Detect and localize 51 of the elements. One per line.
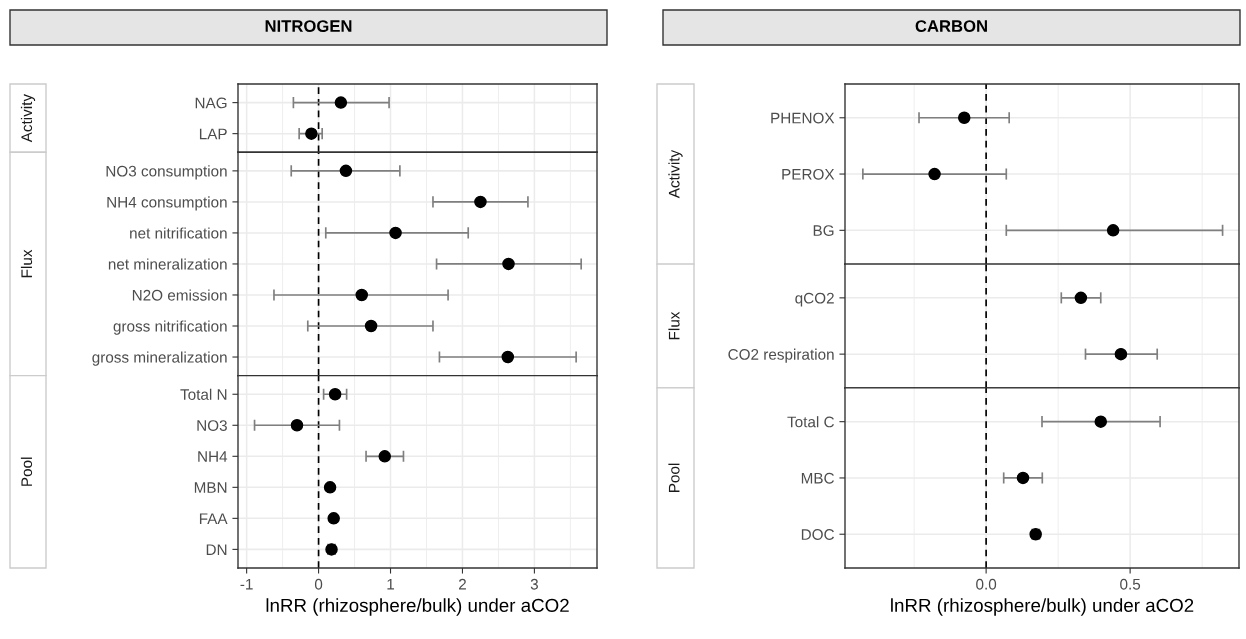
x-tick-label: 2 <box>458 578 466 590</box>
y-tick-label: NO3 consumption <box>106 165 227 180</box>
y-tick-label: Total C <box>787 416 834 428</box>
point <box>364 319 378 333</box>
y-axis-title: Flux <box>668 311 680 340</box>
point <box>290 419 304 432</box>
y-tick-label: gross mineralization <box>92 351 227 366</box>
y-tick-label: Total N <box>180 388 227 400</box>
x-axis-title: lnRR (rhizosphere/bulk) under aCO2 <box>266 598 569 616</box>
y-tick-label: N2O emission <box>132 289 227 301</box>
point <box>328 388 342 401</box>
y-tick-label: net mineralization <box>108 258 227 270</box>
point <box>339 164 353 178</box>
x-tick-label: 1 <box>387 578 395 590</box>
y-axis-title: Activity <box>20 93 36 143</box>
y-tick-label: NAG <box>195 97 227 109</box>
point <box>323 481 337 494</box>
y-tick-label: DOC <box>801 529 834 540</box>
y-axis-title: Pool <box>668 463 680 492</box>
point <box>389 226 402 240</box>
y-tick-label: PHENOX <box>771 112 835 124</box>
point <box>355 288 368 302</box>
y-tick-label: PEROX <box>782 168 835 180</box>
point <box>501 350 515 364</box>
y-axis-title: Activity <box>668 149 683 199</box>
chart-title: NITROGEN <box>265 20 352 32</box>
x-tick-label: 0.0 <box>976 578 997 590</box>
y-tick-label: MBC <box>801 472 834 484</box>
x-tick-label: 3 <box>530 578 538 590</box>
y-tick-label: MBN <box>194 482 227 493</box>
y-axis-title: Flux <box>20 249 33 278</box>
y-axis-title: Pool <box>20 457 33 486</box>
x-tick-label: 0 <box>314 578 323 590</box>
y-tick-label: NO3 <box>197 420 227 431</box>
y-tick-label: FAA <box>199 513 228 524</box>
point <box>378 450 392 463</box>
y-tick-label: net nitrification <box>130 227 227 239</box>
y-tick-label: LAP <box>199 128 227 140</box>
y-tick-label: NH4 consumption <box>107 196 227 211</box>
chart-title: CARBON <box>915 20 987 32</box>
y-tick-label: NH4 <box>198 451 228 462</box>
x-tick-label: -1 <box>240 578 253 590</box>
y-tick-label: BG <box>813 225 834 237</box>
x-axis-title: lnRR (rhizosphere/bulk) under aCO2 <box>891 598 1194 616</box>
y-tick-label: DN <box>206 544 227 555</box>
y-tick-label: CO2 respiration <box>728 348 834 363</box>
y-tick-label: gross nitrification <box>113 320 227 335</box>
point <box>474 195 487 209</box>
x-tick-label: 0.5 <box>1120 578 1141 590</box>
y-tick-label: qCO2 <box>795 292 834 307</box>
point <box>502 257 515 271</box>
